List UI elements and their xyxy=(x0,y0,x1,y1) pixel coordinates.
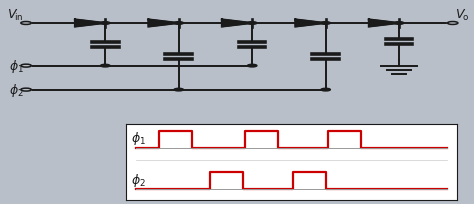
Circle shape xyxy=(174,89,183,91)
Text: $\phi_1$: $\phi_1$ xyxy=(130,130,146,146)
Text: $V_{\!\mathrm{in}}$: $V_{\!\mathrm{in}}$ xyxy=(8,8,24,23)
Circle shape xyxy=(21,89,31,92)
Circle shape xyxy=(21,22,31,25)
Polygon shape xyxy=(295,20,326,28)
Polygon shape xyxy=(222,20,252,28)
Circle shape xyxy=(447,22,458,25)
Polygon shape xyxy=(369,20,399,28)
Circle shape xyxy=(321,89,330,91)
Circle shape xyxy=(21,65,31,68)
Circle shape xyxy=(247,65,257,68)
Text: $\phi_1$: $\phi_1$ xyxy=(9,58,24,75)
Text: $V_{\!\mathrm{o}}$: $V_{\!\mathrm{o}}$ xyxy=(455,8,469,23)
Circle shape xyxy=(321,22,330,25)
Text: $\phi_2$: $\phi_2$ xyxy=(9,82,24,99)
Polygon shape xyxy=(75,20,105,28)
Polygon shape xyxy=(148,20,179,28)
Text: $\phi_2$: $\phi_2$ xyxy=(130,171,146,188)
Circle shape xyxy=(174,22,183,25)
Circle shape xyxy=(247,22,257,25)
Circle shape xyxy=(394,22,404,25)
Circle shape xyxy=(100,65,110,68)
Circle shape xyxy=(100,22,110,25)
